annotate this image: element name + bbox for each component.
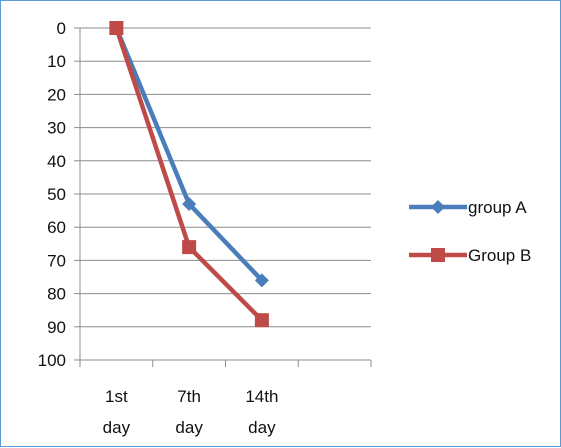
series-0-point-1 [182, 196, 197, 211]
legend-marker-1 [431, 248, 445, 262]
y-tick-label-80: 80 [47, 285, 66, 304]
axes: 0 10 20 30 40 50 60 70 80 90 100 1st day 7th day 14th da… [38, 19, 372, 437]
y-tick-label-70: 70 [47, 251, 66, 270]
series-layer [109, 21, 269, 328]
series-1-point-1 [182, 240, 197, 255]
series-1 [109, 21, 269, 328]
x-tick-label-1-1: day [175, 418, 203, 437]
y-tick-label-90: 90 [47, 318, 66, 337]
y-tick-label-40: 40 [47, 152, 66, 171]
y-tick-label-30: 30 [47, 119, 66, 138]
series-1-point-0 [109, 21, 124, 35]
x-tick-label-2-1: day [248, 418, 276, 437]
x-tick-label-2-0: 14th [245, 387, 278, 406]
series-1-point-2 [254, 313, 269, 328]
legend-label-1: Group B [468, 246, 531, 265]
y-tick-label-20: 20 [47, 85, 66, 104]
series-line-1 [114, 27, 264, 322]
x-tick-label-0-1: day [103, 418, 131, 437]
y-tick-label-60: 60 [47, 218, 66, 237]
x-tick-label-0-0: 1st [105, 387, 128, 406]
legend-entry-1: Group B [409, 246, 531, 265]
x-tick-label-1-0: 7th [177, 387, 201, 406]
legend: group A Group B [409, 198, 531, 265]
y-tick-label-50: 50 [47, 185, 66, 204]
series-0-point-2 [254, 273, 269, 288]
legend-entry-0: group A [409, 198, 527, 217]
legend-label-0: group A [468, 198, 527, 217]
y-tick-label-10: 10 [47, 52, 66, 71]
y-tick-label-0: 0 [57, 19, 66, 38]
y-tick-label-100: 100 [38, 351, 66, 370]
gridlines [80, 27, 371, 361]
legend-marker-0 [431, 200, 445, 214]
